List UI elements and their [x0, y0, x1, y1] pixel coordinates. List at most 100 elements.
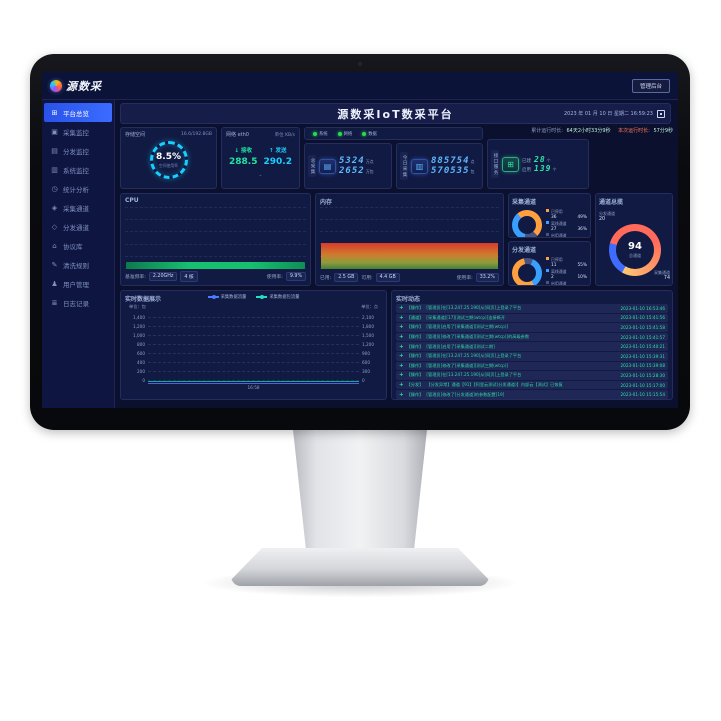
sidebar-item-dispatch-channel[interactable]: ◇ 分发通道	[42, 217, 114, 236]
memory-card: 内存 已用: 2.5 GB 可用: 4.4 GB 使用率: 33.2%	[315, 193, 504, 286]
sidebar-item-label: 协议库	[63, 242, 83, 251]
legend-item: 启用通道 735%	[546, 280, 587, 285]
dispatch-donut-title: 分发通道	[512, 247, 537, 254]
uptime-total-label: 累计运行时长:	[531, 128, 563, 134]
plus-icon: +	[399, 324, 404, 331]
memory-used-label: 已用:	[320, 276, 332, 281]
plus-icon: +	[399, 305, 404, 312]
monitor-stand-neck	[292, 428, 428, 550]
collect-donut-chart	[512, 210, 542, 237]
admin-console-button[interactable]: 管理后台	[631, 78, 670, 93]
status-network: 网络	[337, 131, 352, 137]
packets-series-line	[148, 381, 359, 382]
storage-gauge: 8.5% 空间使用率	[149, 141, 188, 179]
monitor-bezel: 源数采 管理后台 ⊞ 平台总览 ▣ 采集监控 ▤ 分发监控 ▥ 系统监控	[30, 54, 690, 430]
realtime-chart-title: 实时数据展示	[125, 296, 162, 303]
sidebar-item-platform-overview[interactable]: ⊞ 平台总览	[44, 103, 112, 122]
plus-icon: +	[399, 314, 404, 321]
overview-donut-chart	[609, 224, 661, 276]
status-data: 数据	[362, 131, 377, 137]
uptime-session-label: 本次运行时长:	[618, 128, 650, 134]
sidebar-item-collect-monitor[interactable]: ▣ 采集监控	[42, 122, 114, 141]
monitor-icon: ▤	[51, 146, 58, 155]
memory-avail-label: 可用:	[361, 276, 373, 281]
sidebar: ⊞ 平台总览 ▣ 采集监控 ▤ 分发监控 ▥ 系统监控 ◷ 统计分析 ◈ 采集通…	[42, 100, 115, 408]
clock-icon: ◷	[51, 184, 58, 193]
grid-icon: ⊞	[51, 108, 58, 117]
legend-item: 已停用 36 49%	[546, 208, 587, 220]
uptime-total-value: 64天2小时33分9秒	[566, 128, 611, 134]
today-collect-vertical-label: 今日采集	[400, 151, 408, 181]
sidebar-item-label: 日志记录	[63, 299, 89, 308]
datetime-label: 2023 年 01 月 10 日 星期二 16:59:23	[563, 111, 653, 117]
collect-donut-title: 采集通道	[512, 199, 537, 206]
total-channel-count: 94	[628, 241, 642, 252]
legend-item: 已停用 11 55%	[546, 256, 587, 268]
activity-row[interactable]: + 【分发】 【分发异常】通道【91】【阿里云测试(分发通道)】内部云【测试】已恢复…	[396, 380, 668, 390]
cpu-freq-value: 2.20GHz	[148, 272, 178, 281]
sidebar-item-log-records[interactable]: ≣ 日志记录	[42, 293, 114, 312]
sidebar-item-stats-analysis[interactable]: ◷ 统计分析	[42, 179, 114, 198]
right-axis-unit: 单位：点	[361, 304, 378, 309]
sidebar-item-protocol-library[interactable]: ⌂ 协议库	[42, 236, 114, 255]
fullscreen-icon[interactable]	[657, 109, 665, 118]
sidebar-item-dispatch-monitor[interactable]: ▤ 分发监控	[42, 141, 114, 160]
header-band: 源数采IoT数采平台 2023 年 01 月 10 日 星期二 16:59:23	[120, 103, 671, 124]
flow-series-line	[148, 383, 359, 384]
log-icon: ≣	[51, 298, 58, 307]
cpu-card: CPU 基准频率: 2.20GHz 4 核 使用率: 9.9%	[120, 193, 311, 286]
sidebar-item-user-management[interactable]: ♟ 用户管理	[42, 274, 114, 293]
legend-flow[interactable]: 采集数据流量	[207, 294, 246, 300]
activity-row[interactable]: + 【操作】 [管理员]修改了[采集通道][测试三期(wtcp)] 2023-01-1…	[396, 361, 668, 371]
activity-row[interactable]: + 【操作】 [管理员]在[13.247.25.190]从[网页]上登录了平台 202…	[396, 351, 668, 361]
activity-row[interactable]: + 【操作】 [管理员]修改了[采集通道][测试三期(wtcp)]的高级参数 2023…	[396, 332, 668, 342]
storage-title: 存储空间	[125, 132, 146, 138]
network-recv: ↓ 接收 288.5	[229, 146, 257, 167]
monitor-icon: ▣	[51, 127, 58, 136]
activity-row[interactable]: + 【操作】 [管理员]修改了[分发通道]的参数配置[19] 2023-01-10 1…	[396, 390, 668, 399]
activity-row[interactable]: + 【操作】 [管理员]启用了[采集通道][测试三期(wtcp)] 2023-01-1…	[396, 323, 668, 332]
channel-icon: ◈	[51, 203, 58, 212]
realtime-chart-card: 实时数据展示 采集数据流量 采集数据包流量 单位：包 单位：点 1,400 2,1…	[120, 290, 387, 400]
cpu-title: CPU	[125, 197, 139, 204]
sidebar-item-system-monitor[interactable]: ▥ 系统监控	[42, 160, 114, 179]
user-icon: ♟	[51, 279, 58, 288]
interface-service-vertical-label: 接口服务	[491, 149, 499, 179]
service-icon: ⊞	[502, 156, 519, 172]
sidebar-item-collect-channel[interactable]: ◈ 采集通道	[42, 198, 114, 217]
legend-packets[interactable]: 采集数据包流量	[256, 294, 299, 300]
database-icon: ▥	[411, 158, 428, 174]
activity-row[interactable]: + 【操作】 [管理员]在[13.247.25.190]从[网页]上登录了平台 202…	[396, 304, 668, 313]
cpu-usage-series	[126, 262, 305, 269]
legend-item: 离线通道 2 10%	[546, 268, 587, 280]
status-card: 系统 网络 数据	[304, 127, 483, 140]
activity-card: 实时动态 + 【操作】 [管理员]在[13.247.25.190]从[网页]上登录了…	[391, 290, 673, 400]
send-arrow-label: ↑ 发送	[268, 148, 287, 154]
recv-value: 288.5	[229, 157, 258, 167]
channel-overview-card: 通道总揽 分发通道 20 94 总通道 采集通道 74	[595, 193, 673, 286]
cpu-freq-label: 基准频率:	[125, 275, 146, 280]
sidebar-item-label: 分发通道	[63, 223, 89, 232]
brand-logo-text: 源数采	[66, 79, 102, 93]
monitor-icon: ▥	[51, 165, 58, 174]
plus-icon: +	[399, 372, 404, 379]
sidebar-item-label: 采集监控	[63, 128, 89, 137]
network-unit: 单位 KB/s	[274, 132, 295, 138]
library-icon: ⌂	[52, 241, 57, 250]
plus-icon: +	[399, 343, 404, 350]
sidebar-item-clean-rules[interactable]: ✎ 清洗规则	[42, 255, 114, 274]
status-dot-icon	[362, 131, 367, 136]
network-dash: -	[259, 172, 262, 179]
activity-row[interactable]: + 【操作】 [管理员]启用了[采集通道][测试二期] 2023-01-10 15:4…	[396, 342, 668, 351]
dispatch-donut-chart	[512, 258, 542, 285]
total-points-value: 5324	[339, 156, 365, 166]
activity-row[interactable]: + 【通道】 [采集通道][17][测试三期(wtcp)]连接断开 2023-01-1…	[396, 313, 668, 323]
activity-row[interactable]: + 【操作】 [管理员]在[13.247.25.190]从[网页]上登录了平台 202…	[396, 371, 668, 380]
network-card: 网络 eth0 单位 KB/s ↓ 接收 288.5 ↑ 发送 290.2 -	[221, 127, 300, 189]
storage-card: 存储空间 16.6/192.8GB 8.5% 空间使用率	[120, 127, 217, 189]
x-axis-tick: 16:58	[247, 385, 260, 390]
storage-capacity: 16.6/192.8GB	[181, 132, 212, 137]
brand: 源数采	[50, 78, 102, 94]
plus-icon: +	[399, 362, 404, 369]
activity-title: 实时动态	[396, 296, 421, 303]
